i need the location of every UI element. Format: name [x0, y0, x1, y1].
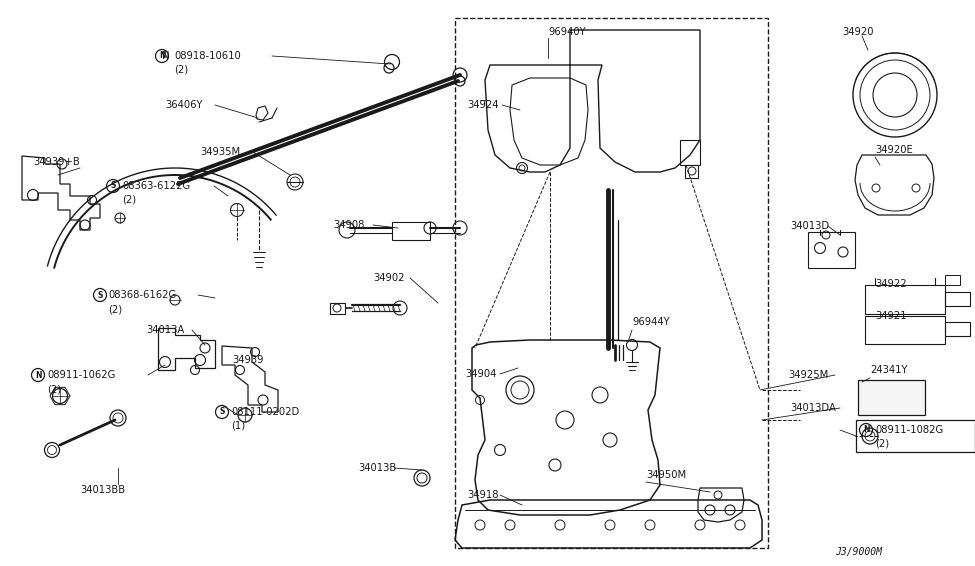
Text: S: S [219, 408, 224, 417]
Text: 34921: 34921 [875, 311, 907, 321]
Text: 08368-6162G: 08368-6162G [108, 290, 176, 300]
Text: 08911-1082G: 08911-1082G [875, 425, 943, 435]
Text: (2): (2) [875, 439, 889, 449]
Text: 08911-1062G: 08911-1062G [47, 370, 115, 380]
Text: 34935M: 34935M [200, 147, 240, 157]
Text: 34013BB: 34013BB [80, 485, 125, 495]
Text: 34939+B: 34939+B [33, 157, 80, 167]
Text: 34924: 34924 [467, 100, 498, 110]
Text: 36406Y: 36406Y [165, 100, 203, 110]
Text: 34902: 34902 [373, 273, 405, 283]
Text: (2): (2) [47, 384, 61, 394]
Text: 34920: 34920 [842, 27, 874, 37]
Text: 96944Y: 96944Y [632, 317, 670, 327]
Text: N: N [159, 52, 165, 61]
Text: (2): (2) [174, 65, 188, 75]
Text: 08918-10610: 08918-10610 [174, 51, 241, 61]
Text: 34918: 34918 [467, 490, 498, 500]
Text: (2): (2) [108, 304, 122, 314]
Text: S: S [110, 182, 116, 191]
Text: 34013B: 34013B [358, 463, 396, 473]
Text: 34013A: 34013A [146, 325, 184, 335]
Text: 34925M: 34925M [788, 370, 828, 380]
Text: N: N [863, 426, 870, 435]
Text: 34920E: 34920E [875, 145, 913, 155]
Text: 08363-6122G: 08363-6122G [122, 181, 190, 191]
Text: S: S [98, 290, 102, 299]
Text: 24341Y: 24341Y [870, 365, 908, 375]
Text: 34908: 34908 [333, 220, 365, 230]
Polygon shape [858, 380, 925, 415]
Text: (2): (2) [122, 195, 136, 205]
Text: N: N [35, 371, 41, 379]
Text: 34922: 34922 [875, 279, 907, 289]
Text: 96940Y: 96940Y [548, 27, 586, 37]
Text: 08111-0202D: 08111-0202D [231, 407, 299, 417]
Polygon shape [330, 303, 345, 314]
Text: 34013DA: 34013DA [790, 403, 836, 413]
Text: 34013D: 34013D [790, 221, 829, 231]
Text: 34904: 34904 [465, 369, 496, 379]
Text: N: N [162, 51, 170, 61]
Text: (1): (1) [231, 421, 245, 431]
Text: 34939: 34939 [232, 355, 263, 365]
Text: 34950M: 34950M [646, 470, 686, 480]
Text: J3/9000M: J3/9000M [835, 547, 882, 557]
